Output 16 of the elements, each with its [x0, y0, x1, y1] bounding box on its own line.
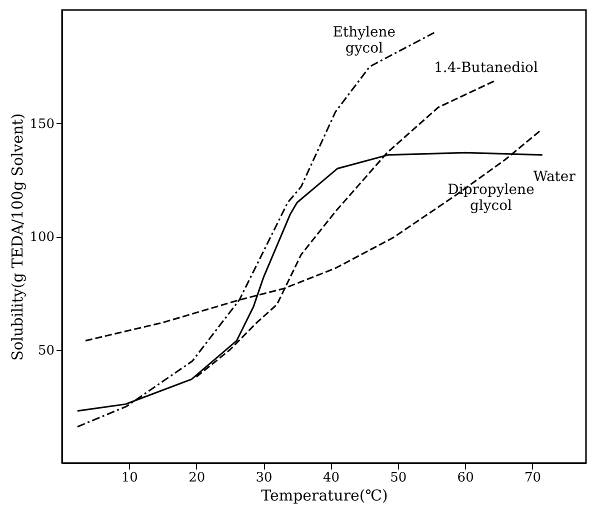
x-tick-label: 30	[256, 470, 272, 486]
series-label: Ethylene gycol	[332, 24, 396, 57]
y-tick-label: 50	[38, 343, 54, 358]
x-tick-label: 10	[121, 470, 138, 486]
y-tick-label: 100	[30, 230, 54, 245]
x-tick-label: 40	[322, 470, 340, 486]
x-tick-label: 70	[524, 470, 542, 486]
x-axis-title: Temperature(℃)	[261, 486, 388, 504]
series-label: 1.4-Butanediol	[434, 60, 538, 76]
x-tick-label: 60	[457, 470, 474, 486]
y-tick-label: 150	[30, 116, 54, 132]
x-tick-label: 50	[390, 470, 407, 486]
series-label: Dipropylene glycol	[448, 182, 534, 214]
y-axis-title: Solubility(g TEDA/100g Solvent)	[8, 113, 27, 361]
series-label: Water	[533, 168, 576, 185]
x-tick-label: 20	[188, 470, 206, 486]
